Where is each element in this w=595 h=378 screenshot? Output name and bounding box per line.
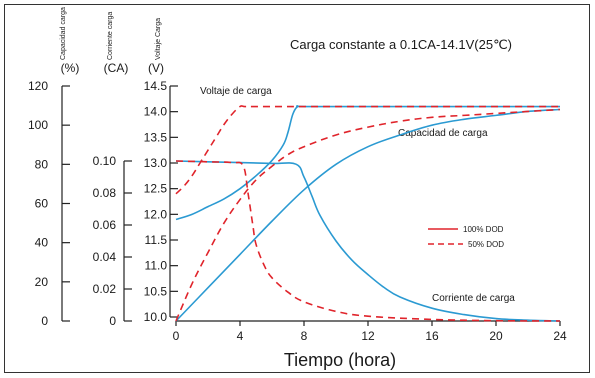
annotation-voltage: Voltaje de carga [200, 86, 272, 97]
current-axis-header: Corriente carga [107, 12, 114, 60]
x-tick-label: 20 [489, 329, 503, 343]
x-tick-label: 8 [301, 329, 308, 343]
chart-title: Carga constante a 0.1CA-14.1V(25℃) [290, 37, 512, 52]
x-tick-label: 12 [361, 329, 375, 343]
x-tick-label: 4 [237, 329, 244, 343]
x-tick-label: 0 [173, 329, 180, 343]
capacity-axis-header: Capacidad carga [60, 7, 67, 60]
series-layer [175, 105, 561, 322]
voltage-tick-label: 12.0 [144, 207, 168, 221]
current-tick-label: 0 [109, 314, 116, 328]
voltage-tick-label: 12.5 [144, 182, 168, 196]
x-axis-label: Tiempo (hora) [284, 350, 396, 370]
voltage-tick-label: 11.0 [145, 259, 168, 273]
current-tick-label: 0.10 [93, 154, 117, 168]
series-line-voltaje-de-carga50dod [175, 105, 560, 195]
x-tick-label: 16 [425, 329, 439, 343]
capacity-tick-label: 100 [28, 118, 48, 132]
current-axis-unit: (CA) [104, 61, 129, 75]
capacity-tick-label: 20 [35, 275, 49, 289]
voltage-tick-label: 11.5 [145, 233, 168, 247]
current-tick-label: 0.08 [93, 186, 117, 200]
series-line-capacidad-de-carga50dod [175, 108, 561, 322]
x-tick-label: 24 [553, 329, 567, 343]
outer-border [4, 4, 590, 373]
current-tick-label: 0.06 [93, 218, 117, 232]
capacity-tick-label: 0 [41, 314, 48, 328]
current-tick-label: 0.04 [93, 250, 117, 264]
series-line-corriente-de-carga50dod [175, 160, 561, 322]
annotation-current: Corriente de carga [432, 293, 515, 304]
capacity-tick-label: 120 [28, 79, 48, 93]
legend-label-50dod: 50% DOD [468, 240, 504, 249]
voltage-tick-label: 14.5 [144, 79, 168, 93]
series-line-capacidad-de-carga100dod [175, 108, 561, 322]
series-line-corriente-de-carga100dod [175, 160, 561, 322]
capacity-tick-label: 40 [35, 236, 49, 250]
voltage-axis-header: Voltaje Carga [155, 18, 162, 60]
legend-label-100dod: 100% DOD [463, 225, 504, 234]
current-tick-label: 0.02 [93, 282, 117, 296]
capacity-tick-label: 80 [35, 157, 49, 171]
voltage-tick-label: 13.0 [144, 156, 168, 170]
voltage-axis-unit: (V) [148, 61, 164, 75]
annotation-capacity: Capacidad de carga [398, 128, 488, 139]
voltage-tick-label: 10.0 [144, 310, 168, 324]
legend: 100% DOD 50% DOD [428, 225, 504, 249]
capacity-tick-label: 60 [35, 197, 49, 211]
voltage-tick-label: 10.5 [144, 284, 168, 298]
voltage-tick-label: 14.0 [144, 105, 168, 119]
capacity-axis-unit: (%) [61, 61, 80, 75]
axes-layer: 02040608010012000.020.040.060.080.1010.0… [28, 79, 567, 343]
voltage-tick-label: 13.5 [144, 130, 168, 144]
